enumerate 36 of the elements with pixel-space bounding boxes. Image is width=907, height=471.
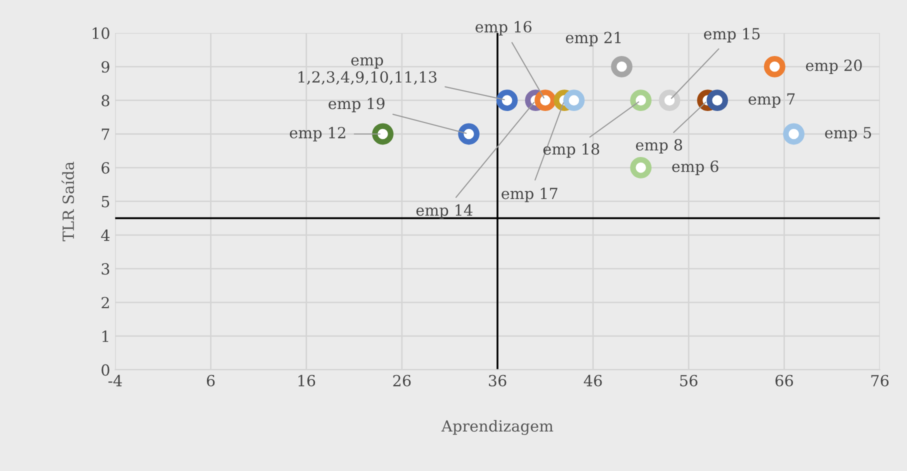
annotation: emp 7 (748, 93, 795, 108)
annotation: emp 21 (566, 32, 621, 46)
annotation: emp 20 (806, 60, 862, 74)
annotation: emp 17 (502, 188, 558, 202)
y-tick-label: 8 (102, 94, 110, 106)
y-tick-label: 7 (102, 128, 110, 140)
y-tick-label: 10 (92, 27, 110, 39)
y-tick-label: 3 (102, 263, 110, 275)
annotation: emp 15 (704, 28, 760, 42)
annotation: emp 5 (825, 127, 872, 142)
y-tick-label: 5 (102, 196, 110, 208)
x-tick-label: 66 (776, 374, 793, 386)
annotation: emp 6 (672, 160, 718, 176)
y-tick-label: 2 (102, 296, 109, 308)
x-tick-label: 16 (298, 374, 316, 386)
y-tick-label: 1 (102, 330, 108, 342)
x-tick-label: 36 (488, 374, 506, 386)
annotation: emp 19 (328, 98, 384, 112)
y-tick-label: 0 (102, 364, 110, 376)
y-tick-label: 4 (101, 229, 110, 241)
annotation: emp 18 (543, 143, 600, 158)
x-tick-label: 26 (393, 374, 411, 386)
y-tick-label: 9 (102, 61, 110, 73)
y-axis-title: TLR Saída (62, 162, 74, 242)
annotation: emp 12 (290, 126, 346, 142)
x-tick-label: 6 (206, 374, 215, 386)
annotation: emp 14 (416, 204, 472, 219)
x-axis-title: Aprendizagem (441, 420, 554, 435)
annotation: emp 1,2,3,4,9,10,11,13 (298, 57, 436, 85)
x-tick-label: 56 (680, 374, 698, 386)
y-tick-label: 6 (102, 162, 110, 174)
x-tick-label: 76 (871, 374, 889, 386)
x-tick-label: 46 (584, 374, 602, 386)
annotation: emp 8 (636, 139, 682, 154)
x-tick-label: -4 (108, 374, 122, 386)
annotation: emp 16 (476, 20, 532, 36)
